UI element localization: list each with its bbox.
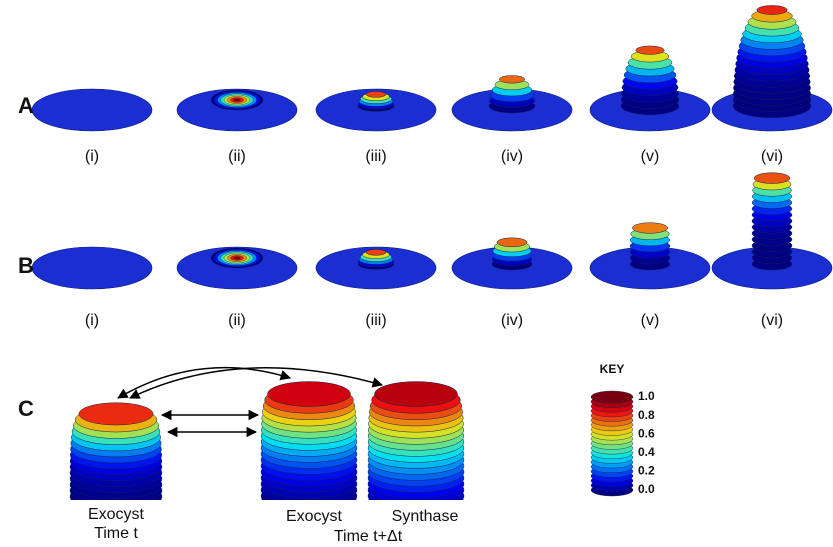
panel bbox=[176, 246, 298, 290]
renderings bbox=[31, 5, 833, 500]
panel bbox=[315, 88, 437, 132]
panel bbox=[176, 88, 298, 132]
panel-label: (vi) bbox=[761, 148, 783, 165]
panel bbox=[451, 237, 573, 290]
panel bbox=[31, 88, 153, 132]
panel-label: (vi) bbox=[761, 312, 783, 329]
spot bbox=[233, 256, 241, 260]
panel bbox=[589, 45, 711, 132]
caption: Time t+Δt bbox=[334, 528, 403, 545]
panel bbox=[315, 246, 437, 290]
key-label: 0.2 bbox=[638, 464, 655, 478]
panel-label: (iii) bbox=[365, 148, 386, 165]
band bbox=[374, 381, 458, 407]
band bbox=[365, 249, 387, 256]
panel-label: (i) bbox=[85, 148, 99, 165]
disc bbox=[31, 88, 153, 132]
caption: Synthase bbox=[392, 508, 459, 525]
band bbox=[267, 381, 351, 407]
panel bbox=[711, 5, 833, 132]
panel bbox=[711, 172, 833, 290]
panel-label: (ii) bbox=[228, 148, 246, 165]
key-label: 1.0 bbox=[638, 389, 655, 403]
panel-label: (iv) bbox=[501, 312, 523, 329]
spot bbox=[233, 98, 241, 102]
panel bbox=[589, 222, 711, 290]
panel bbox=[31, 246, 153, 290]
disc bbox=[31, 246, 153, 290]
band bbox=[635, 45, 665, 55]
caption: Exocyst bbox=[88, 506, 145, 523]
caption: Time t bbox=[94, 525, 138, 542]
row-label: C bbox=[18, 396, 34, 421]
band bbox=[78, 402, 154, 426]
band bbox=[499, 75, 525, 84]
band bbox=[365, 91, 387, 98]
panel-label: (v) bbox=[641, 312, 660, 329]
band bbox=[632, 222, 668, 234]
panel-label: (ii) bbox=[228, 312, 246, 329]
row-label: A bbox=[18, 93, 34, 118]
band bbox=[496, 237, 528, 248]
arrows bbox=[117, 366, 384, 438]
key-label: 0.6 bbox=[638, 426, 655, 440]
panel-label: (i) bbox=[85, 312, 99, 329]
panel-label: (iii) bbox=[365, 312, 386, 329]
caption: Exocyst bbox=[286, 508, 343, 525]
band bbox=[753, 172, 791, 184]
panel-label: (iv) bbox=[501, 148, 523, 165]
key-label: 0.4 bbox=[638, 445, 655, 459]
panel bbox=[451, 75, 573, 132]
key-band bbox=[590, 390, 634, 404]
key-title: KEY bbox=[600, 362, 625, 376]
panel-label: (v) bbox=[641, 148, 660, 165]
key-label: 0.8 bbox=[638, 408, 655, 422]
row-label: B bbox=[18, 253, 34, 278]
key-label: 0.0 bbox=[638, 482, 655, 496]
row-c bbox=[69, 381, 465, 500]
band bbox=[756, 5, 788, 15]
